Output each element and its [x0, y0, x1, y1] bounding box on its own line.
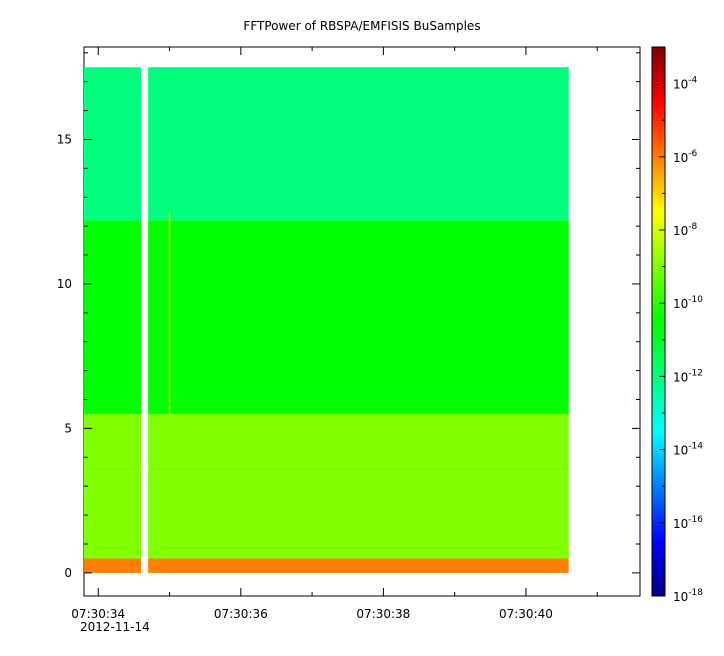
x-tick-label: 07:30:34 — [71, 607, 125, 621]
colorbar-tick-label: 10-16 — [673, 515, 703, 531]
x-tick-label: 07:30:36 — [214, 607, 268, 621]
y-tick-label: 10 — [57, 277, 72, 291]
y-tick-label: 0 — [64, 566, 72, 580]
heatmap-band-1 — [84, 471, 569, 559]
y-axis: 0 5 10 15 — [57, 52, 640, 580]
x-axis: 07:30:34 07:30:36 07:30:38 07:30:40 — [71, 47, 598, 621]
heatmap-band-2 — [84, 413, 569, 472]
x-tick-label: 07:30:38 — [356, 607, 410, 621]
x-date-label: 2012-11-14 — [80, 620, 150, 634]
data-gap — [141, 67, 149, 573]
colorbar-tick-label: 10-4 — [673, 76, 698, 92]
heatmap-band-3 — [84, 220, 569, 414]
colorbar — [651, 46, 666, 597]
y-tick-label: 15 — [57, 132, 72, 146]
colorbar-tick-label: 10-6 — [673, 149, 698, 165]
x-tick-label: 07:30:40 — [499, 607, 553, 621]
colorbar-tick-label: 10-12 — [673, 368, 703, 384]
colorbar-axis: 10-4 10-6 10-8 10-10 10-12 10-14 10-16 10-18 — [659, 46, 703, 604]
heatmap-layer — [84, 67, 569, 573]
y-tick-label: 5 — [64, 421, 72, 435]
colorbar-tick-label: 10-10 — [673, 295, 703, 311]
heatmap-band-4 — [84, 67, 569, 221]
colorbar-tick-label: 10-14 — [673, 442, 703, 458]
chart-title: FFTPower of RBSPA/EMFISIS BuSamples — [243, 19, 480, 33]
heatmap-band-0 — [84, 558, 569, 573]
colorbar-tick-label: 10-18 — [673, 588, 703, 604]
colorbar-tick-label: 10-8 — [673, 222, 698, 238]
